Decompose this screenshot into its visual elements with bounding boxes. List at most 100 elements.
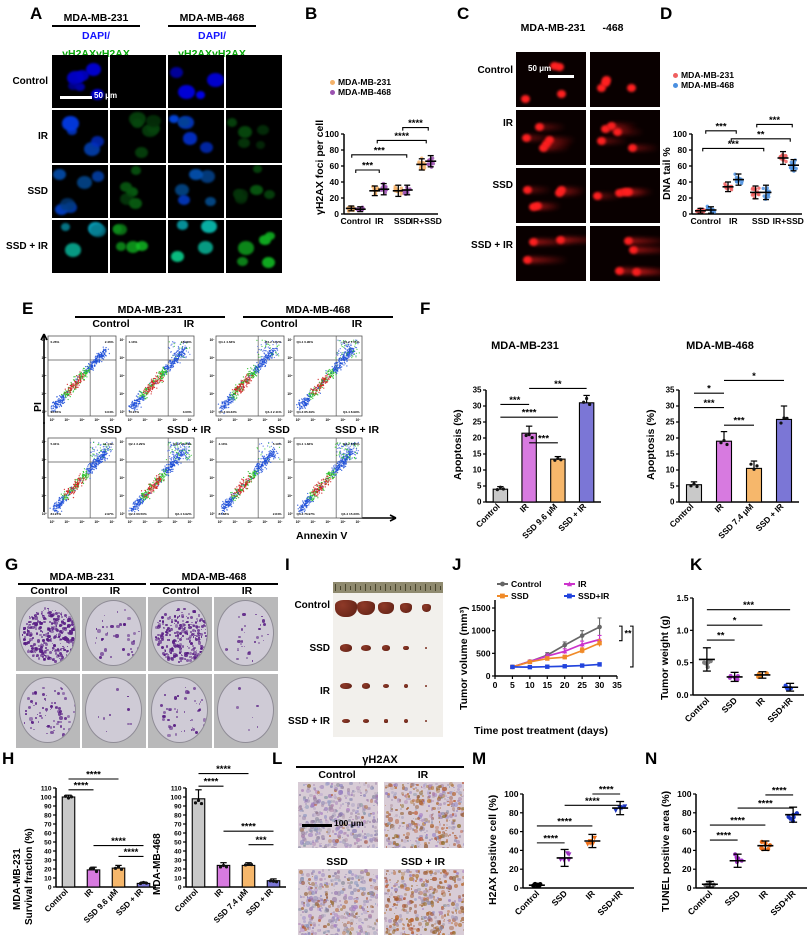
panelC-cell — [590, 226, 660, 281]
panelA-cell — [110, 165, 166, 218]
svg-text:10³: 10³ — [218, 520, 223, 524]
tumor-specimen — [424, 646, 428, 650]
svg-text:10⁴: 10⁴ — [209, 494, 215, 498]
svg-text:2.46%: 2.46% — [105, 340, 114, 344]
comet-tail — [562, 237, 586, 244]
svg-text:10⁵: 10⁵ — [41, 374, 47, 378]
panelG-cond-231-ir: IR — [109, 585, 121, 597]
panelC-cell — [516, 226, 586, 281]
comet-tail — [529, 257, 569, 264]
panelL-ihc-image — [298, 869, 378, 935]
panelC-row-control: Control — [477, 65, 513, 76]
flow-plot: 0.26% 2.46% 96.65% 0.64% 10³ 10⁴ 10⁵ 10⁶ 10⁷ 10³ 1… — [41, 335, 117, 422]
svg-text:Q2-1 3.29%: Q2-1 3.29% — [129, 442, 146, 446]
svg-text:10⁶: 10⁶ — [94, 520, 100, 524]
panelD-legend-dot-231 — [673, 72, 678, 78]
comet-tail — [607, 125, 633, 132]
panelC-row-ir: IR — [503, 118, 513, 129]
svg-text:10³: 10³ — [50, 520, 55, 524]
panelE-xlabel: Annexin V — [296, 530, 348, 542]
tumor-specimen — [361, 645, 371, 651]
tumor-specimen — [383, 719, 389, 723]
svg-text:10⁷: 10⁷ — [278, 520, 284, 524]
panelA-row-control: Control — [12, 76, 48, 87]
svg-text:10⁵: 10⁵ — [157, 418, 163, 422]
comet-tail — [618, 129, 644, 136]
panel-label-l: L — [272, 749, 283, 768]
svg-text:10⁷: 10⁷ — [120, 338, 126, 342]
comet-tail — [634, 247, 660, 254]
panel-label-b: B — [305, 4, 318, 23]
svg-text:18.90%: 18.90% — [181, 340, 192, 344]
svg-text:10⁷: 10⁷ — [356, 418, 362, 422]
svg-text:Q2-2 27.24%: Q2-2 27.24% — [173, 442, 191, 446]
svg-text:IR: IR — [375, 216, 384, 226]
svg-text:10³: 10³ — [128, 520, 133, 524]
svg-text:10³: 10³ — [296, 418, 301, 422]
panelA-scalebar-label: 50 μm — [94, 91, 118, 100]
svg-text:4.13%: 4.13% — [219, 442, 228, 446]
svg-text:87.88%: 87.88% — [219, 512, 230, 516]
svg-text:100: 100 — [673, 129, 687, 139]
comet-tail — [560, 190, 585, 197]
comet-tail — [629, 189, 654, 196]
svg-text:Q4-1 0.90%: Q4-1 0.90% — [297, 340, 314, 344]
svg-text:10⁵: 10⁵ — [209, 476, 215, 480]
panelG-plate — [148, 597, 212, 671]
svg-text:IR+SSD: IR+SSD — [773, 216, 804, 226]
svg-text:10⁶: 10⁶ — [172, 520, 178, 524]
tumor-specimen — [339, 644, 353, 652]
svg-text:10⁶: 10⁶ — [119, 458, 125, 462]
panelI-row-control: Control — [294, 600, 330, 611]
svg-text:10⁷: 10⁷ — [110, 520, 116, 524]
svg-text:10⁵: 10⁵ — [79, 418, 85, 422]
svg-text:10⁴: 10⁴ — [232, 418, 238, 422]
svg-text:10⁵: 10⁵ — [247, 418, 253, 422]
svg-text:10⁴: 10⁴ — [287, 392, 293, 396]
panelA-cell — [168, 55, 224, 108]
svg-text:***: *** — [715, 121, 726, 132]
panelA-cell — [52, 220, 108, 273]
tumor-specimen — [424, 719, 428, 723]
svg-text:SSD: SSD — [394, 216, 412, 226]
svg-text:IR+SSD: IR+SSD — [411, 216, 442, 226]
panelA-cell — [168, 220, 224, 273]
svg-text:Q2-4 3.92%: Q2-4 3.92% — [175, 512, 192, 516]
panel-label-a: A — [30, 4, 43, 23]
panel-label-i: I — [285, 555, 290, 574]
panelC-cell — [516, 52, 586, 107]
svg-text:***: *** — [374, 145, 385, 156]
comet-tail — [599, 192, 623, 199]
svg-text:0.64%: 0.64% — [105, 410, 114, 414]
svg-text:84.97%: 84.97% — [51, 512, 62, 516]
svg-text:****: **** — [408, 118, 423, 129]
flow-plot: Q4-1 1.82% Q4-2 5.86%Q4-3 76.97% Q4-4 15.3… — [287, 437, 363, 524]
svg-text:10⁴: 10⁴ — [41, 392, 47, 396]
svg-text:10³: 10³ — [120, 410, 125, 414]
panelA-cell — [226, 165, 282, 218]
panelL-header: γH2AX — [296, 754, 464, 768]
svg-text:10⁷: 10⁷ — [288, 338, 294, 342]
panelB-legend-dot-468 — [330, 89, 335, 95]
panelE-cond-468-ssd: SSD — [268, 424, 290, 436]
tumor-specimen — [404, 719, 408, 723]
panelB-legend-label-468: MDA-MB-468 — [338, 87, 391, 97]
panelF-title-468: MDA-MB-468 — [686, 340, 754, 352]
svg-text:80: 80 — [678, 145, 688, 155]
panelL-ihc-image — [384, 869, 464, 935]
tumor-specimen — [382, 645, 390, 651]
panelI-row-ir: IR — [320, 686, 330, 697]
svg-text:10⁷: 10⁷ — [210, 440, 216, 444]
tumor-specimen — [403, 645, 409, 651]
panelE-cond-231-ssd-ir: SSD + IR — [166, 424, 212, 436]
tumor-specimen — [399, 602, 413, 614]
panel-label-e: E — [22, 299, 34, 318]
svg-text:10³: 10³ — [210, 410, 215, 414]
svg-text:10⁴: 10⁴ — [142, 520, 148, 524]
